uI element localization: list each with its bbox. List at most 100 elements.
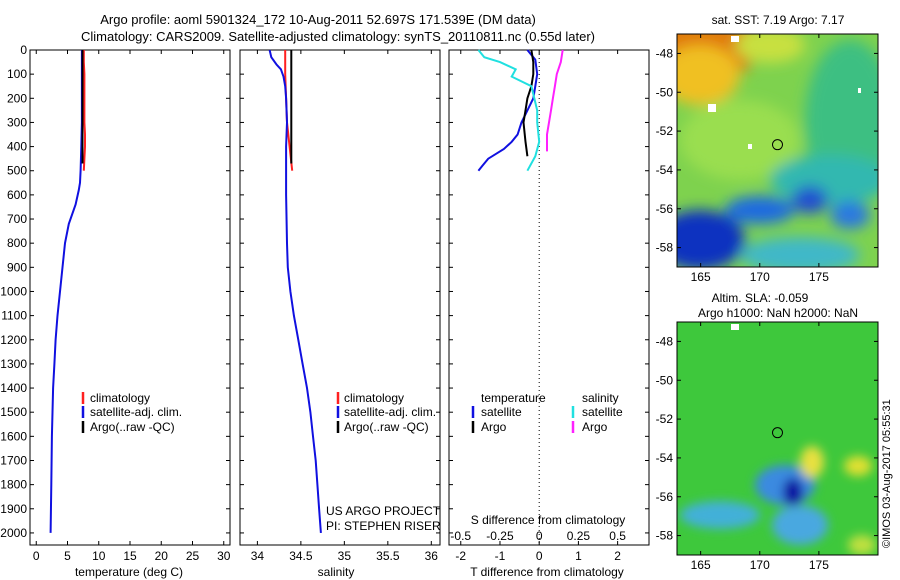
sla-high-patch: [800, 446, 824, 478]
sst-map-title: sat. SST: 7.19 Argo: 7.17: [712, 13, 845, 27]
y-tick-label: -52: [656, 124, 674, 138]
y-tick-label: 700: [7, 212, 27, 226]
y-tick-label: -48: [656, 334, 674, 348]
y-tick-label: 1700: [0, 453, 27, 467]
x-tick-label: 165: [691, 270, 711, 284]
sla-map-title-line2: Argo h1000: NaN h2000: NaN: [698, 306, 858, 320]
series-line-satellite: [477, 49, 541, 172]
x-tick-label: 10: [92, 549, 106, 563]
y-tick-label: 1500: [0, 405, 27, 419]
legend-heading-salinity: salinity: [582, 391, 619, 405]
y-tick-label: 1800: [0, 478, 27, 492]
series-line-satellite: [477, 49, 539, 172]
x-tick-label: 175: [809, 270, 829, 284]
y-tick-label: 1300: [0, 357, 27, 371]
s-tick-label: 0: [536, 529, 543, 543]
y-tick-label: 400: [7, 140, 27, 154]
difference-legend: temperature salinity satellite Argo sate…: [471, 391, 623, 434]
sla-low-patch: [772, 505, 828, 545]
project-credit: US ARGO PROJECT: [326, 504, 441, 518]
sst-map-axes: 165 170 175 -48 -50 -52 -54 -56 -58: [656, 34, 878, 284]
legend-label-satellite: satellite-adj. clim.: [344, 405, 436, 419]
land-mask: [708, 104, 716, 112]
legend-label-s-satellite: satellite: [582, 405, 623, 419]
sst-green-patch: [680, 100, 800, 180]
y-tick-label: 1000: [0, 284, 27, 298]
y-tick-label: 300: [7, 115, 27, 129]
y-tick-label: -56: [656, 202, 674, 216]
pi-credit: PI: STEPHEN RISER: [326, 519, 441, 533]
y-tick-label: -54: [656, 451, 674, 465]
land-mask: [858, 88, 861, 93]
y-tick-label: -48: [656, 46, 674, 60]
x-tick-label: 25: [186, 549, 200, 563]
legend-label-climatology: climatology: [344, 391, 404, 405]
y-tick-label: 500: [7, 164, 27, 178]
legend-label-argo: Argo(..raw -QC): [90, 420, 175, 434]
x-tick-label: -2: [455, 549, 466, 563]
temperature-axis-label: temperature (deg C): [75, 565, 183, 579]
sla-low-patch: [680, 501, 760, 529]
figure-title-line2: Climatology: CARS2009. Satellite-adjuste…: [81, 29, 595, 44]
salinity-legend: climatology satellite-adj. clim. Argo(..…: [336, 391, 436, 434]
sst-map-frame: [676, 33, 879, 268]
x-tick-label: 15: [123, 549, 137, 563]
sst-cool-patch: [770, 155, 878, 205]
sla-high-patch: [844, 456, 872, 476]
x-tick-label: 30: [217, 549, 231, 563]
x-tick-label: 36: [425, 549, 439, 563]
legend-label-argo: Argo(..raw -QC): [344, 420, 429, 434]
sla-high-patch: [848, 535, 876, 555]
y-tick-label: -56: [656, 490, 674, 504]
x-tick-label: 170: [750, 270, 770, 284]
argo-position-marker: [772, 427, 783, 439]
x-tick-label: 35.5: [376, 549, 400, 563]
sst-cold-patch: [830, 201, 870, 229]
x-tick-label: 34.5: [289, 549, 313, 563]
salinity-axes: 34 34.5 35 35.5 36: [240, 49, 440, 563]
land-mask: [731, 324, 739, 330]
sst-warm-patch: [735, 34, 805, 63]
x-tick-label: 1: [575, 549, 582, 563]
series-line-climatology: [82, 50, 86, 171]
y-tick-label: 2000: [0, 526, 27, 540]
argo-position-marker: [772, 139, 783, 151]
sst-mid-patch: [740, 237, 860, 267]
y-tick-label: -54: [656, 163, 674, 177]
x-tick-label: 2: [614, 549, 621, 563]
x-tick-label: 35: [338, 549, 352, 563]
series-line-satellite-adj-clim-: [268, 49, 322, 533]
sla-map-title-line1: Altim. SLA: -0.059: [712, 291, 809, 305]
difference-series: [477, 49, 564, 172]
difference-panel-frame: [448, 49, 650, 546]
sst-cold-patch: [677, 210, 745, 267]
y-tick-label: 0: [20, 43, 27, 57]
sla-deep-low: [783, 478, 803, 506]
x-tick-label: 5: [64, 549, 71, 563]
sla-map: [677, 322, 878, 555]
salinity-axis-label: salinity: [318, 565, 355, 579]
difference-axes: -2 -1 0 1 2 -0.5 -0.25 0 0.25 0.5: [449, 49, 649, 563]
temperature-series: [49, 50, 86, 533]
land-mask: [748, 144, 752, 149]
x-tick-label: 165: [691, 558, 711, 572]
s-difference-axis-label: S difference from climatology: [471, 513, 626, 527]
s-tick-label: -0.5: [450, 529, 471, 543]
legend-label-s-argo: Argo: [582, 420, 608, 434]
y-tick-label: 1400: [0, 381, 27, 395]
series-line-argo: [546, 49, 564, 152]
y-tick-label: 200: [7, 91, 27, 105]
y-tick-label: 1600: [0, 429, 27, 443]
sst-cold-patch: [792, 186, 828, 214]
x-tick-label: -1: [495, 549, 506, 563]
y-tick-label: -50: [656, 373, 674, 387]
x-tick-label: 175: [809, 558, 829, 572]
y-tick-label: 600: [7, 188, 27, 202]
sla-map-frame: [676, 321, 879, 556]
y-tick-label: -58: [656, 529, 674, 543]
x-tick-label: 170: [750, 558, 770, 572]
salinity-panel-frame: [239, 49, 441, 546]
y-tick-label: -52: [656, 412, 674, 426]
y-tick-label: 100: [7, 67, 27, 81]
